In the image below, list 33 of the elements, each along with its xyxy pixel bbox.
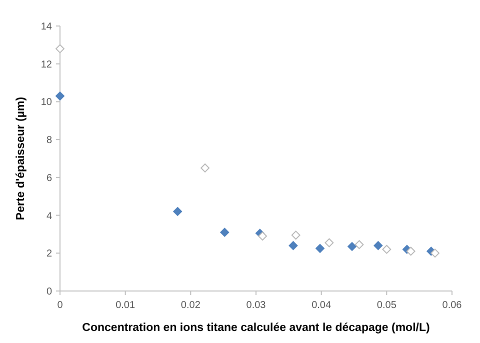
point: [220, 228, 230, 237]
x-tick-label: 0.02: [180, 300, 201, 311]
y-tick-label: 4: [46, 210, 52, 222]
x-tick-label: 0.06: [442, 300, 462, 311]
point: [56, 92, 64, 100]
point: [258, 232, 267, 241]
point: [56, 44, 64, 54]
point: [382, 244, 392, 254]
x-tick-label: 0.05: [376, 300, 397, 311]
point: [288, 241, 298, 250]
point: [430, 248, 440, 258]
point: [406, 246, 416, 256]
point: [374, 241, 383, 250]
point: [200, 164, 210, 172]
point: [348, 242, 356, 251]
y-tick-label: 6: [46, 172, 52, 184]
point: [173, 207, 182, 216]
y-tick-label: 0: [46, 286, 52, 298]
y-tick-label: 10: [40, 97, 52, 108]
y-tick-label: 14: [40, 22, 52, 32]
x-tick-label: 0: [57, 300, 64, 311]
x-tick-label: 0.01: [116, 300, 136, 311]
point: [324, 238, 334, 248]
x-axis-title: Concentration en ions titane calculée avant le décapage (mol/L): [82, 322, 430, 334]
y-tick-label: 8: [46, 135, 52, 146]
y-tick-label: 12: [40, 59, 52, 70]
x-tick-label: 0.04: [312, 300, 332, 311]
x-tick-label: 0.03: [246, 300, 266, 311]
y-tick-label: 2: [46, 248, 52, 260]
y-axis-title: Perte d'épaisseur (µm): [15, 96, 27, 220]
point: [316, 244, 324, 253]
point: [354, 240, 364, 250]
point: [291, 230, 300, 240]
